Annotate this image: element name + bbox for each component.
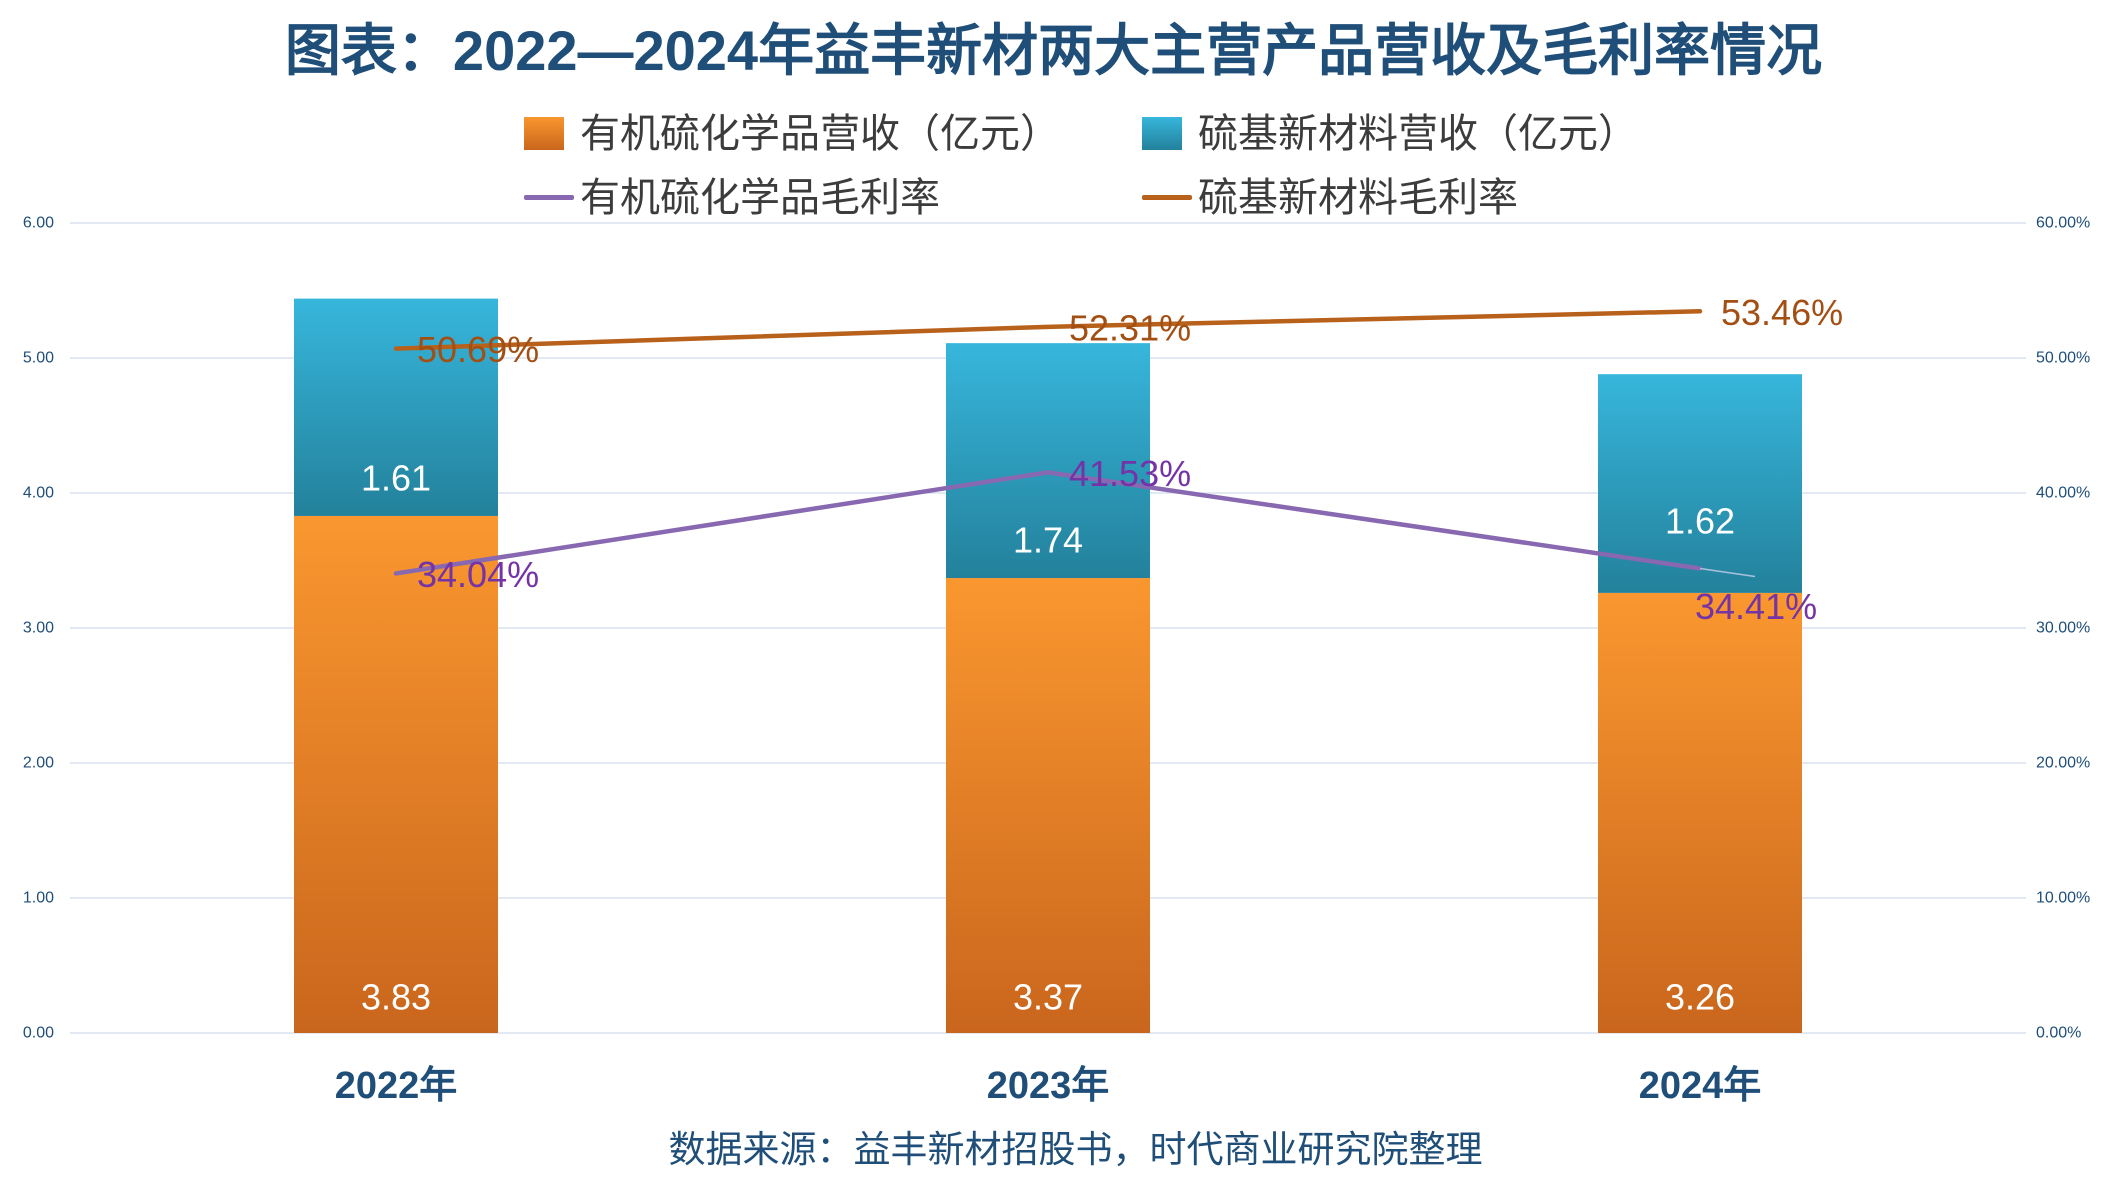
bar-sulfur-material-revenue-2023 — [946, 343, 1150, 579]
legend-item-sulfur-material-margin: 硫基新材料毛利率 — [1142, 174, 1518, 222]
x-axis-label-2024: 2024年 — [1639, 1065, 1762, 1107]
bar-organic-sulfur-revenue-2024 — [1598, 592, 1802, 1033]
line-data-labels: 34.04% 41.53% 34.41% 50.69% 52.31% 53.46% — [417, 292, 1843, 627]
y-right-tick-label: 10.00% — [2036, 890, 2090, 907]
bar-label-organic-sulfur-revenue-2023: 3.37 — [1013, 977, 1083, 1018]
y-axis-right: 0.00% 10.00% 20.00% 30.00% 40.00% 50.00% 60.00… — [2036, 215, 2090, 1042]
bar-label-sulfur-material-revenue-2023: 1.74 — [1013, 520, 1083, 561]
bar-label-sulfur-material-revenue-2024: 1.62 — [1665, 500, 1735, 541]
y-axis-left: 0.00 1.00 2.00 3.00 4.00 5.00 6.00 — [23, 215, 54, 1042]
bar-data-labels: 3.83 3.37 3.26 1.61 1.74 1.62 — [361, 457, 1735, 1017]
legend-swatch-wrap — [1142, 174, 1198, 222]
bar-label-sulfur-material-revenue-2022: 1.61 — [361, 457, 431, 498]
y-left-tick-label: 4.00 — [23, 485, 54, 502]
bar-organic-sulfur-revenue-2022 — [294, 515, 498, 1033]
x-axis-label-2023: 2023年 — [987, 1065, 1110, 1107]
legend-item-sulfur-material-revenue: 硫基新材料营收（亿元） — [1142, 110, 1638, 158]
legend-swatch-wrap — [524, 174, 580, 222]
y-left-tick-label: 6.00 — [23, 215, 54, 232]
y-right-tick-label: 20.00% — [2036, 755, 2090, 772]
y-right-tick-label: 40.00% — [2036, 485, 2090, 502]
legend-item-organic-sulfur-margin: 有机硫化学品毛利率 — [524, 174, 940, 222]
bar-label-organic-sulfur-revenue-2022: 3.83 — [361, 977, 431, 1018]
data-source-note: 数据来源：益丰新材招股书，时代商业研究院整理 — [668, 1129, 1483, 1170]
y-right-tick-label: 30.00% — [2036, 620, 2090, 637]
legend-swatch-teal — [1142, 117, 1182, 150]
y-left-tick-label: 2.00 — [23, 755, 54, 772]
leader-line — [1699, 567, 1756, 578]
y-right-tick-label: 50.00% — [2036, 350, 2090, 367]
y-right-tick-label: 0.00% — [2036, 1025, 2081, 1042]
legend-label: 有机硫化学品毛利率 — [580, 176, 940, 220]
bars — [294, 298, 1802, 1033]
y-right-tick-label: 60.00% — [2036, 215, 2090, 232]
line-label-sulfur-material-margin-2023: 52.31% — [1069, 307, 1191, 348]
line-label-organic-sulfur-margin-2022: 34.04% — [417, 554, 539, 595]
y-left-tick-label: 0.00 — [23, 1025, 54, 1042]
legend-swatch-purple-line — [524, 195, 574, 200]
x-axis-label-2022: 2022年 — [335, 1065, 458, 1107]
bar-sulfur-material-revenue-2022 — [294, 298, 498, 516]
legend-swatch-wrap — [524, 110, 580, 158]
bar-label-organic-sulfur-revenue-2024: 3.26 — [1665, 977, 1735, 1018]
y-left-tick-label: 3.00 — [23, 620, 54, 637]
legend-label: 硫基新材料营收（亿元） — [1198, 112, 1638, 156]
legend-swatch-orange — [524, 117, 564, 150]
bar-organic-sulfur-revenue-2023 — [946, 578, 1150, 1033]
line-label-sulfur-material-margin-2024: 53.46% — [1721, 292, 1843, 333]
legend-item-organic-sulfur-revenue: 有机硫化学品营收（亿元） — [524, 110, 1060, 158]
line-organic-sulfur-margin — [393, 470, 1703, 576]
y-left-tick-label: 1.00 — [23, 890, 54, 907]
x-axis: 2022年 2023年 2024年 — [335, 1065, 1762, 1107]
line-sulfur-material-margin — [393, 309, 1703, 351]
line-label-sulfur-material-margin-2022: 50.69% — [417, 329, 539, 370]
legend-swatch-brown-line — [1142, 195, 1192, 200]
line-label-organic-sulfur-margin-2023: 41.53% — [1069, 453, 1191, 494]
lines — [393, 309, 1703, 576]
y-left-tick-label: 5.00 — [23, 350, 54, 367]
legend-label: 有机硫化学品营收（亿元） — [580, 112, 1060, 156]
line-label-organic-sulfur-margin-2024: 34.41% — [1695, 586, 1817, 627]
page-title: 图表：2022—2024年益丰新材两大主营产品营收及毛利率情况 — [284, 19, 1823, 82]
legend-label: 硫基新材料毛利率 — [1198, 176, 1518, 220]
legend-swatch-wrap — [1142, 110, 1198, 158]
